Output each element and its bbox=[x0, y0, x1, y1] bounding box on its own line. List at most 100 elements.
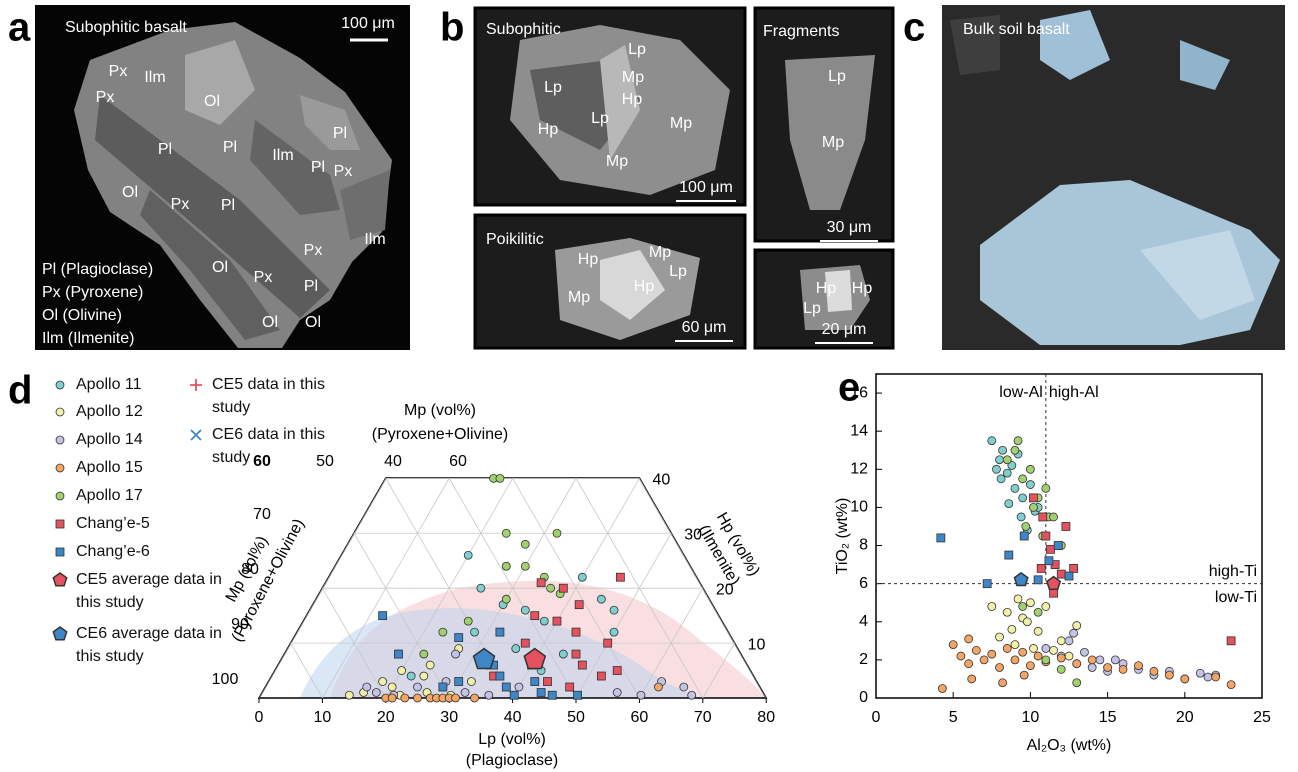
mineral-legend: Px (Pyroxene) bbox=[42, 284, 143, 301]
legend-label: Apollo 11 bbox=[76, 373, 142, 396]
point bbox=[477, 584, 485, 592]
mineral-label: Px bbox=[96, 89, 115, 106]
axis-title: (Plagioclase) bbox=[466, 752, 558, 769]
image-title: Poikilitic bbox=[486, 231, 544, 248]
mineral-label: Px bbox=[334, 163, 353, 180]
point bbox=[496, 474, 504, 482]
point bbox=[1046, 545, 1054, 553]
legend-item: CE5 average data in this study bbox=[52, 568, 222, 614]
point bbox=[980, 656, 988, 664]
point bbox=[56, 436, 64, 444]
legend-item: CE6 data in this study bbox=[188, 423, 338, 469]
point bbox=[547, 584, 555, 592]
average-point bbox=[53, 627, 66, 640]
point bbox=[1019, 475, 1027, 483]
point bbox=[372, 689, 380, 697]
point bbox=[496, 672, 504, 680]
point bbox=[531, 612, 539, 620]
point bbox=[439, 683, 447, 691]
point bbox=[1119, 665, 1127, 673]
point bbox=[485, 691, 493, 699]
mineral-label: Pl bbox=[333, 125, 347, 142]
mineral-label: Lp bbox=[544, 79, 562, 96]
y-axis-title: TiO₂ (wt%) bbox=[834, 498, 851, 575]
y-tick-label: 4 bbox=[859, 613, 868, 630]
point bbox=[363, 683, 371, 691]
point bbox=[1227, 681, 1235, 689]
point bbox=[1165, 671, 1173, 679]
point bbox=[531, 678, 539, 686]
x-axis-title: Al₂O₃ (wt%) bbox=[1027, 737, 1112, 754]
point bbox=[502, 595, 510, 603]
y-tick-label: 2 bbox=[859, 651, 868, 668]
point bbox=[537, 689, 545, 697]
point bbox=[1042, 484, 1050, 492]
mineral-label: Lp bbox=[669, 263, 687, 280]
point bbox=[1088, 664, 1096, 672]
panel-letter: b bbox=[440, 6, 464, 50]
y-tick-label: 16 bbox=[850, 384, 868, 401]
point bbox=[688, 691, 696, 699]
mineral-label: Ol bbox=[122, 184, 138, 201]
x-tick-label: 15 bbox=[1099, 709, 1117, 726]
point bbox=[56, 408, 64, 416]
mineral-label: Px bbox=[254, 269, 273, 286]
point bbox=[56, 520, 64, 528]
point bbox=[56, 464, 64, 472]
point bbox=[972, 646, 980, 654]
x-tick-label: 80 bbox=[757, 709, 775, 726]
point bbox=[1011, 656, 1019, 664]
point bbox=[1096, 656, 1104, 664]
point bbox=[604, 639, 612, 647]
image-title: Subophitic basalt bbox=[65, 19, 187, 36]
point bbox=[1070, 629, 1078, 637]
point bbox=[1003, 456, 1011, 464]
point bbox=[1181, 675, 1189, 683]
point bbox=[1057, 637, 1065, 645]
point bbox=[1026, 481, 1034, 489]
point bbox=[388, 694, 396, 702]
legend-label: CE6 average data in this study bbox=[76, 622, 222, 668]
point bbox=[613, 667, 621, 675]
point bbox=[1023, 618, 1031, 626]
point bbox=[496, 628, 504, 636]
point bbox=[988, 437, 996, 445]
point bbox=[1011, 446, 1019, 454]
point bbox=[996, 456, 1004, 464]
y-tick-label: 10 bbox=[850, 499, 868, 516]
mineral-label: Ol bbox=[204, 93, 220, 110]
legend-label: CE5 average data in this study bbox=[76, 568, 222, 614]
point bbox=[407, 672, 415, 680]
point bbox=[537, 579, 545, 587]
point bbox=[1003, 644, 1011, 652]
point bbox=[439, 628, 447, 636]
point bbox=[1065, 637, 1073, 645]
point bbox=[379, 678, 387, 686]
point bbox=[1196, 669, 1204, 677]
point bbox=[553, 617, 561, 625]
point bbox=[1150, 667, 1158, 675]
point bbox=[996, 633, 1004, 641]
mineral-label: Ilm bbox=[272, 147, 293, 164]
point bbox=[957, 652, 965, 660]
image-title: Bulk soil basalt bbox=[963, 21, 1070, 38]
scale-label: 20 μm bbox=[822, 321, 867, 338]
point bbox=[56, 548, 64, 556]
x-tick-label: 10 bbox=[314, 709, 332, 726]
point bbox=[1037, 564, 1045, 572]
mineral-label: Hp bbox=[816, 280, 837, 297]
mineral-label: Hp bbox=[852, 280, 873, 297]
mineral-label: Mp bbox=[670, 115, 692, 132]
point bbox=[988, 603, 996, 611]
point bbox=[559, 650, 567, 658]
legend-label: CE6 data in this study bbox=[212, 423, 338, 469]
point bbox=[610, 606, 618, 614]
mineral-label: Ol bbox=[212, 259, 228, 276]
point bbox=[398, 667, 406, 675]
point bbox=[1020, 671, 1028, 679]
point bbox=[949, 641, 957, 649]
legend-marker bbox=[52, 626, 68, 642]
point bbox=[680, 683, 688, 691]
point bbox=[1014, 595, 1022, 603]
point bbox=[559, 584, 567, 592]
